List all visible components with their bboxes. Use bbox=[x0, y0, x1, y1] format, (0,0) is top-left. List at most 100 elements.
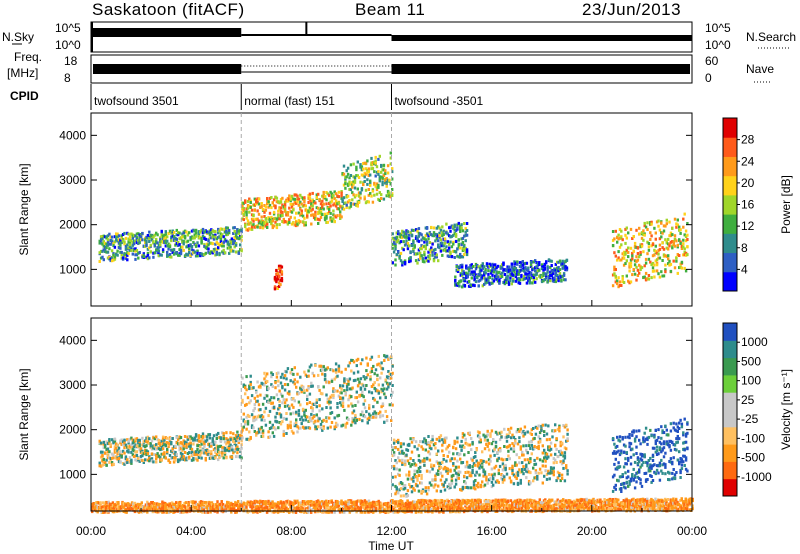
power-cell bbox=[421, 245, 425, 249]
velocity-cell bbox=[319, 422, 323, 426]
velocity-cell bbox=[138, 459, 141, 463]
velocity-cell bbox=[459, 452, 462, 456]
velocity-cell bbox=[266, 394, 269, 398]
velocity-cell bbox=[194, 434, 198, 438]
power-cell bbox=[496, 279, 500, 283]
power-cell bbox=[244, 210, 247, 214]
velocity-cell bbox=[459, 444, 462, 448]
velocity-cell bbox=[662, 446, 666, 450]
power-cell bbox=[516, 272, 519, 276]
velocity-cell bbox=[460, 448, 463, 452]
velocity-cell bbox=[141, 449, 144, 453]
velocity-cell bbox=[242, 425, 245, 429]
power-cell bbox=[523, 274, 526, 278]
power-cell bbox=[679, 231, 682, 235]
power-cell bbox=[375, 192, 379, 196]
power-cell bbox=[256, 197, 259, 201]
power-cell bbox=[646, 252, 649, 256]
velocity-cell bbox=[622, 465, 626, 469]
power-cell bbox=[457, 245, 460, 249]
velocity-cell bbox=[277, 397, 280, 401]
velocity-cell bbox=[489, 476, 492, 480]
power-cell bbox=[484, 268, 487, 271]
velocity-cell bbox=[476, 464, 480, 468]
velocity-cell bbox=[178, 448, 181, 452]
power-cell bbox=[437, 225, 440, 229]
velocity-cell bbox=[377, 383, 380, 387]
velocity-cell bbox=[306, 398, 309, 401]
power-cell bbox=[232, 240, 235, 243]
velocity-cell bbox=[110, 438, 114, 442]
velocity-cell bbox=[189, 444, 192, 448]
velocity-cell bbox=[312, 420, 316, 424]
velocity-cell bbox=[478, 462, 481, 466]
velocity-cell bbox=[481, 480, 484, 484]
power-cell bbox=[624, 241, 627, 245]
velocity-cell bbox=[441, 443, 444, 447]
power-cell bbox=[286, 220, 290, 224]
power-cell bbox=[394, 258, 397, 262]
velocity-cell bbox=[653, 470, 656, 474]
power-cell bbox=[352, 180, 355, 184]
power-cell bbox=[196, 249, 199, 253]
power-cell bbox=[512, 269, 515, 272]
velocity-cell bbox=[497, 456, 500, 460]
velocity-cell bbox=[504, 468, 507, 472]
power-cell bbox=[166, 239, 169, 243]
power-cell bbox=[286, 213, 290, 217]
velocity-cell bbox=[361, 358, 364, 362]
velocity-cell bbox=[413, 469, 416, 473]
velocity-cell bbox=[644, 479, 648, 483]
velocity-cell bbox=[449, 484, 452, 488]
velocity-cell bbox=[244, 392, 247, 396]
power-cell bbox=[116, 235, 119, 239]
velocity-cell bbox=[278, 399, 281, 403]
velocity-cell bbox=[121, 440, 125, 444]
power-cell bbox=[439, 228, 443, 232]
power-cell bbox=[268, 203, 272, 207]
velocity-cell bbox=[277, 384, 280, 388]
velocity-cell bbox=[417, 458, 421, 462]
velocity-cell bbox=[174, 458, 177, 462]
power-cell bbox=[621, 275, 624, 278]
velocity-cell bbox=[651, 464, 655, 468]
power-cell bbox=[366, 182, 369, 186]
power-cell bbox=[146, 257, 150, 261]
velocity-cell bbox=[525, 469, 528, 473]
velocity-cell bbox=[526, 430, 529, 434]
velocity-cell bbox=[417, 489, 421, 493]
power-cell bbox=[611, 244, 615, 247]
power-cell bbox=[435, 233, 438, 237]
velocity-cell bbox=[369, 370, 372, 374]
velocity-cell bbox=[401, 462, 404, 466]
power-cell bbox=[246, 228, 250, 232]
velocity-cell bbox=[676, 425, 679, 429]
power-cell bbox=[553, 267, 556, 271]
power-cell bbox=[185, 245, 188, 249]
velocity-cell bbox=[98, 439, 101, 443]
power-cell bbox=[279, 198, 283, 201]
velocity-cell bbox=[388, 377, 391, 380]
power-cell bbox=[672, 240, 675, 244]
velocity-cell bbox=[190, 447, 194, 451]
power-cell bbox=[421, 257, 425, 261]
velocity-cell bbox=[611, 475, 615, 479]
power-cell bbox=[398, 235, 401, 239]
velocity-cell bbox=[445, 478, 448, 482]
velocity-cell bbox=[252, 416, 255, 420]
velocity-cell bbox=[512, 447, 516, 451]
power-cell bbox=[353, 178, 357, 182]
velocity-cell bbox=[214, 456, 217, 460]
power-cell bbox=[557, 266, 560, 269]
velocity-cell bbox=[514, 441, 517, 445]
power-cell bbox=[314, 201, 317, 205]
power-cell bbox=[356, 202, 359, 206]
velocity-cell bbox=[526, 467, 529, 471]
velocity-cell bbox=[261, 431, 265, 435]
power-cell bbox=[408, 237, 411, 241]
power-cell bbox=[388, 194, 391, 198]
velocity-cell bbox=[507, 427, 510, 431]
power-cell bbox=[192, 251, 195, 255]
velocity-cell bbox=[406, 494, 410, 498]
power-cell bbox=[228, 251, 231, 255]
